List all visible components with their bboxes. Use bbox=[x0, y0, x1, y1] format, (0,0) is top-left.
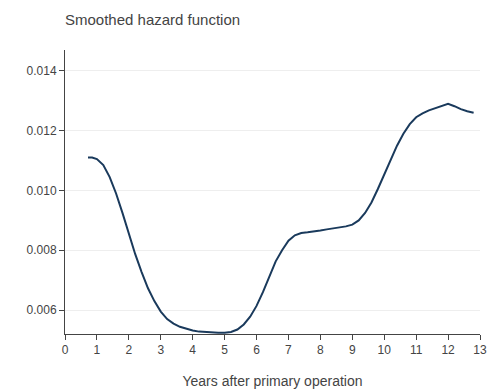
svg-text:0.012: 0.012 bbox=[27, 124, 57, 138]
svg-text:10: 10 bbox=[378, 343, 392, 357]
svg-text:0: 0 bbox=[62, 343, 69, 357]
svg-text:13: 13 bbox=[473, 343, 487, 357]
svg-text:Years after primary operation: Years after primary operation bbox=[182, 373, 362, 389]
svg-text:12: 12 bbox=[441, 343, 455, 357]
svg-text:4: 4 bbox=[189, 343, 196, 357]
svg-text:9: 9 bbox=[349, 343, 356, 357]
svg-text:0.008: 0.008 bbox=[27, 243, 57, 257]
svg-text:6: 6 bbox=[253, 343, 260, 357]
svg-text:2: 2 bbox=[126, 343, 133, 357]
svg-text:Smoothed hazard function: Smoothed hazard function bbox=[65, 11, 240, 28]
svg-text:1: 1 bbox=[94, 343, 101, 357]
svg-text:0.010: 0.010 bbox=[27, 184, 57, 198]
svg-text:0.006: 0.006 bbox=[27, 303, 57, 317]
svg-text:5: 5 bbox=[221, 343, 228, 357]
svg-text:11: 11 bbox=[410, 343, 423, 357]
svg-text:8: 8 bbox=[317, 343, 324, 357]
svg-text:3: 3 bbox=[157, 343, 164, 357]
svg-text:7: 7 bbox=[285, 343, 292, 357]
svg-text:0.014: 0.014 bbox=[27, 64, 57, 78]
